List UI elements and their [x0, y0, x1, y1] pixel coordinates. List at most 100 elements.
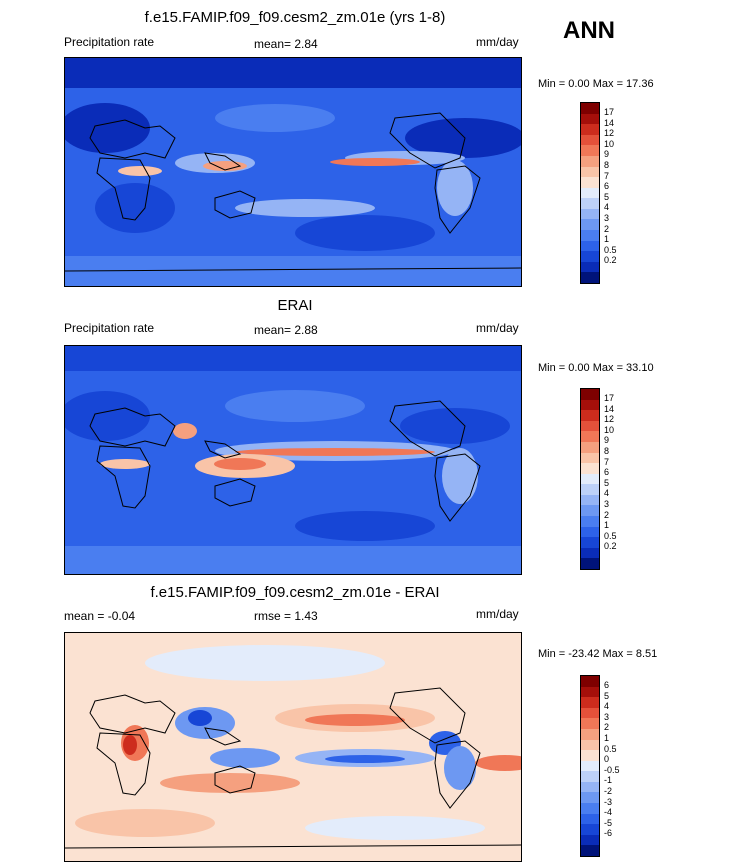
- colorbar-tick-label: -1: [604, 775, 613, 786]
- colorbar-tick-label: 9: [604, 435, 610, 446]
- colorbar-segment: [581, 187, 599, 199]
- colorbar-segment: [581, 389, 599, 401]
- colorbar-segment: [581, 686, 599, 698]
- colorbar-tick-label: 10: [604, 424, 615, 435]
- colorbar-tick-label: 8: [604, 160, 610, 171]
- colorbar-tick-label: 0.5: [604, 244, 617, 255]
- colorbar-segment: [581, 399, 599, 411]
- colorbar-tick-label: 17: [604, 107, 615, 118]
- colorbar-tick-label: 4: [604, 202, 610, 213]
- panel-2-colorbar: [580, 388, 600, 570]
- season-label: ANN: [563, 17, 615, 44]
- colorbar-segment: [581, 251, 599, 263]
- colorbar-tick-label: 2: [604, 223, 610, 234]
- colorbar-segment: [581, 155, 599, 168]
- colorbar-tick-label: 1: [604, 733, 610, 744]
- colorbar-tick-label: 7: [604, 456, 610, 467]
- panel-1-title: f.e15.FAMIP.f09_f09.cesm2_zm.01e (yrs 1-…: [144, 9, 446, 26]
- colorbar-tick-label: 0.2: [604, 255, 617, 266]
- colorbar-tick-label: 5: [604, 690, 610, 701]
- panel-2-units-label: mm/day: [476, 321, 519, 335]
- colorbar-segment: [581, 834, 599, 846]
- panel-2-map: [64, 345, 522, 575]
- colorbar-tick-label: 10: [604, 138, 615, 149]
- colorbar-segment: [581, 824, 599, 836]
- colorbar-tick-label: -5: [604, 817, 613, 828]
- panel-3-minmax: Min = -23.42 Max = 8.51: [538, 648, 658, 660]
- colorbar-tick-label: 1: [604, 520, 610, 531]
- colorbar-segment: [581, 728, 599, 741]
- colorbar-tick-label: 0.5: [604, 530, 617, 541]
- colorbar-segment: [581, 208, 599, 220]
- panel-3-map: [64, 632, 522, 862]
- colorbar-segment: [581, 103, 599, 115]
- colorbar-tick-label: 17: [604, 393, 615, 404]
- colorbar-segment: [581, 750, 599, 762]
- panel-2-title: ERAI: [277, 297, 313, 314]
- colorbar-tick-label: 5: [604, 477, 610, 488]
- colorbar-segment: [581, 697, 599, 709]
- colorbar-segment: [581, 718, 599, 730]
- panel-3-rmse-label: rmse = 1.43: [254, 609, 318, 623]
- colorbar-tick-label: 9: [604, 149, 610, 160]
- colorbar-tick-label: 14: [604, 117, 615, 128]
- colorbar-tick-label: 0.2: [604, 541, 617, 552]
- colorbar-segment: [581, 484, 599, 496]
- colorbar-segment: [581, 494, 599, 506]
- colorbar-segment: [581, 198, 599, 210]
- colorbar-segment: [581, 760, 599, 772]
- colorbar-segment: [581, 145, 599, 157]
- colorbar-tick-label: 14: [604, 403, 615, 414]
- colorbar-tick-label: 5: [604, 191, 610, 202]
- colorbar-segment: [581, 420, 599, 432]
- colorbar-segment: [581, 845, 599, 857]
- colorbar-tick-label: 0.5: [604, 743, 617, 754]
- colorbar-segment: [581, 177, 599, 189]
- colorbar-segment: [581, 792, 599, 804]
- colorbar-tick-label: 3: [604, 711, 610, 722]
- panel-1-minmax: Min = 0.00 Max = 17.36: [538, 78, 654, 90]
- colorbar-segment: [581, 113, 599, 125]
- colorbar-segment: [581, 707, 599, 719]
- panel-1-map: [64, 57, 522, 287]
- colorbar-tick-label: 2: [604, 509, 610, 520]
- colorbar-tick-label: -6: [604, 828, 613, 839]
- colorbar-segment: [581, 813, 599, 825]
- panel-1-colorbar: [580, 102, 600, 284]
- colorbar-tick-label: 6: [604, 181, 610, 192]
- colorbar-segment: [581, 431, 599, 443]
- panel-1-variable-label: Precipitation rate: [64, 35, 155, 49]
- colorbar-segment: [581, 516, 599, 528]
- colorbar-segment: [581, 219, 599, 231]
- colorbar-segment: [581, 124, 599, 136]
- colorbar-tick-label: 6: [604, 467, 610, 478]
- colorbar-segment: [581, 547, 599, 559]
- colorbar-segment: [581, 537, 599, 549]
- colorbar-segment: [581, 781, 599, 793]
- colorbar-segment: [581, 452, 599, 464]
- colorbar-tick-label: 0: [604, 754, 610, 765]
- colorbar-tick-label: 12: [604, 414, 615, 425]
- colorbar-segment: [581, 505, 599, 517]
- colorbar-tick-label: 4: [604, 701, 610, 712]
- colorbar-tick-label: 4: [604, 488, 610, 499]
- colorbar-segment: [581, 526, 599, 538]
- colorbar-segment: [581, 272, 599, 284]
- colorbar-segment: [581, 166, 599, 178]
- colorbar-segment: [581, 463, 599, 475]
- panel-3-units-label: mm/day: [476, 607, 519, 621]
- colorbar-segment: [581, 410, 599, 422]
- panel-2-mean-label: mean= 2.88: [254, 323, 318, 337]
- colorbar-segment: [581, 240, 599, 252]
- colorbar-segment: [581, 441, 599, 454]
- colorbar-segment: [581, 230, 599, 242]
- colorbar-tick-label: -4: [604, 807, 613, 818]
- colorbar-tick-label: -3: [604, 796, 613, 807]
- colorbar-tick-label: 7: [604, 170, 610, 181]
- colorbar-tick-label: 3: [604, 498, 610, 509]
- colorbar-segment: [581, 261, 599, 273]
- panel-1-mean-label: mean= 2.84: [254, 37, 318, 51]
- colorbar-tick-label: -2: [604, 785, 613, 796]
- colorbar-tick-label: 2: [604, 722, 610, 733]
- colorbar-segment: [581, 676, 599, 688]
